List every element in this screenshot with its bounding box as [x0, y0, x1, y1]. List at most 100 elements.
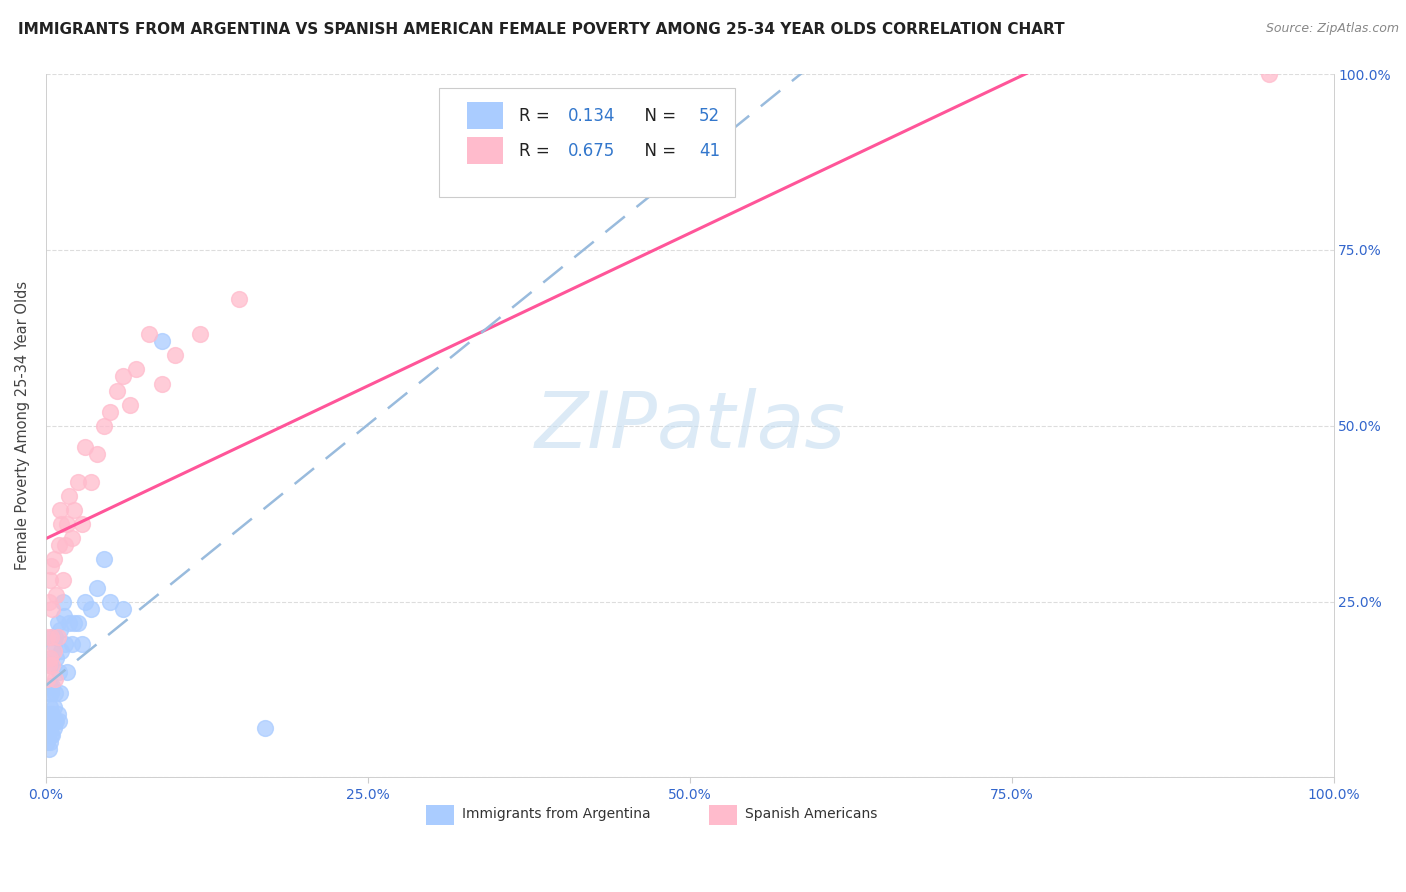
Point	[51, 644, 73, 658]
Point	[52, 594, 75, 608]
Point	[53, 608, 76, 623]
Text: 0.134: 0.134	[568, 106, 614, 125]
Point	[80, 475, 103, 489]
Point	[67, 615, 90, 630]
Point	[58, 615, 80, 630]
Point	[80, 601, 103, 615]
FancyBboxPatch shape	[426, 805, 454, 824]
Point	[63, 503, 86, 517]
Point	[44, 672, 66, 686]
Text: Immigrants from Argentina: Immigrants from Argentina	[461, 807, 651, 821]
Point	[38, 594, 60, 608]
Point	[42, 552, 65, 566]
Text: IMMIGRANTS FROM ARGENTINA VS SPANISH AMERICAN FEMALE POVERTY AMONG 25-34 YEAR OL: IMMIGRANTS FROM ARGENTINA VS SPANISH AME…	[18, 22, 1064, 37]
Point	[38, 651, 60, 665]
Point	[44, 630, 66, 644]
Point	[112, 369, 135, 384]
FancyBboxPatch shape	[439, 88, 735, 197]
Point	[51, 517, 73, 532]
Point	[48, 665, 70, 679]
Point	[38, 707, 60, 722]
Text: N =: N =	[634, 142, 682, 160]
Point	[49, 503, 72, 517]
Point	[73, 440, 96, 454]
Point	[39, 630, 62, 644]
FancyBboxPatch shape	[709, 805, 737, 824]
Point	[45, 588, 67, 602]
Point	[49, 686, 72, 700]
Point	[37, 714, 59, 729]
Point	[52, 574, 75, 588]
Point	[150, 376, 173, 391]
Point	[46, 630, 69, 644]
Point	[46, 615, 69, 630]
Point	[1258, 67, 1281, 81]
Point	[41, 707, 63, 722]
Point	[37, 630, 59, 644]
Text: N =: N =	[634, 106, 682, 125]
Point	[41, 728, 63, 742]
Point	[67, 475, 90, 489]
Point	[49, 623, 72, 637]
Point	[190, 327, 212, 342]
Point	[38, 742, 60, 756]
Point	[37, 735, 59, 749]
Point	[39, 728, 62, 742]
Text: 52: 52	[699, 106, 720, 125]
Point	[39, 707, 62, 722]
Point	[98, 594, 121, 608]
Point	[60, 637, 83, 651]
Point	[45, 651, 67, 665]
Point	[39, 559, 62, 574]
Point	[41, 679, 63, 693]
Point	[70, 637, 93, 651]
Point	[38, 679, 60, 693]
Point	[63, 615, 86, 630]
Point	[228, 292, 250, 306]
Y-axis label: Female Poverty Among 25-34 Year Olds: Female Poverty Among 25-34 Year Olds	[15, 281, 30, 570]
Point	[39, 651, 62, 665]
Point	[38, 574, 60, 588]
Point	[138, 327, 160, 342]
Point	[53, 538, 76, 552]
Point	[48, 714, 70, 729]
Text: Spanish Americans: Spanish Americans	[745, 807, 877, 821]
Point	[112, 601, 135, 615]
Point	[41, 630, 63, 644]
Point	[38, 700, 60, 714]
Point	[38, 721, 60, 735]
Point	[163, 348, 186, 362]
Text: 41: 41	[699, 142, 720, 160]
Text: R =: R =	[519, 106, 554, 125]
Point	[46, 707, 69, 722]
Point	[105, 384, 128, 398]
Point	[55, 665, 77, 679]
Point	[125, 362, 148, 376]
Point	[38, 657, 60, 672]
FancyBboxPatch shape	[467, 137, 503, 164]
Text: Source: ZipAtlas.com: Source: ZipAtlas.com	[1265, 22, 1399, 36]
Point	[48, 538, 70, 552]
Point	[38, 657, 60, 672]
Point	[42, 721, 65, 735]
Text: R =: R =	[519, 142, 554, 160]
Point	[86, 447, 108, 461]
Point	[37, 672, 59, 686]
Point	[38, 721, 60, 735]
Point	[93, 552, 115, 566]
Point	[73, 594, 96, 608]
Point	[86, 581, 108, 595]
Point	[70, 517, 93, 532]
Point	[45, 714, 67, 729]
Point	[38, 686, 60, 700]
Point	[253, 721, 276, 735]
Point	[55, 517, 77, 532]
Text: ZIPatlas: ZIPatlas	[534, 388, 845, 464]
Point	[93, 418, 115, 433]
Text: 0.675: 0.675	[568, 142, 614, 160]
Point	[42, 637, 65, 651]
Point	[44, 686, 66, 700]
Point	[41, 601, 63, 615]
Point	[98, 405, 121, 419]
Point	[38, 735, 60, 749]
